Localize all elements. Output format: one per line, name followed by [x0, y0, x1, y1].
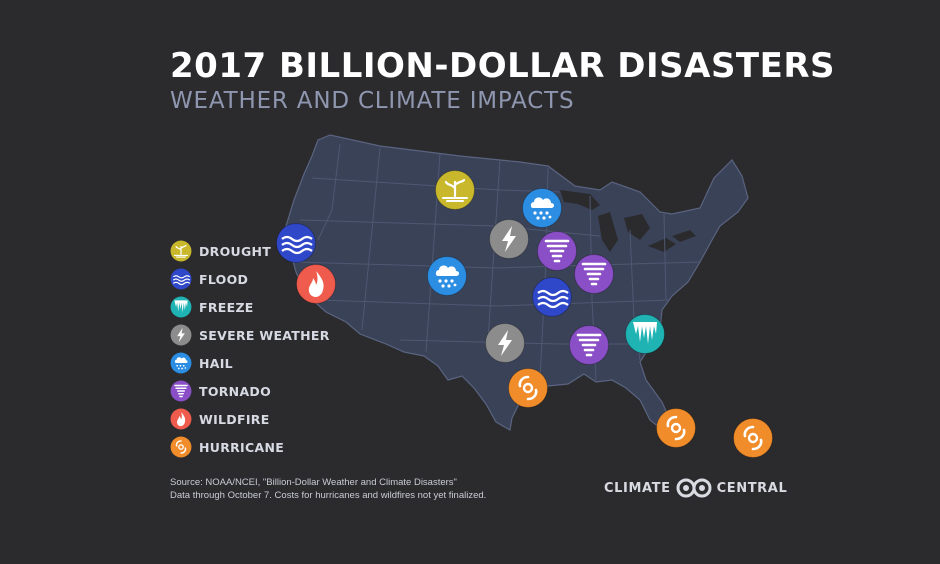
event-marker-flood-missouri	[532, 277, 572, 317]
brand-left-text: CLIMATE	[604, 480, 671, 496]
hail-icon	[170, 352, 192, 374]
event-marker-hurricane-florida	[656, 408, 696, 448]
legend-label: FREEZE	[199, 299, 254, 315]
event-marker-hail-minnesota	[522, 188, 562, 228]
legend-label: WILDFIRE	[199, 411, 270, 427]
freeze-icon	[170, 296, 192, 318]
legend-label: TORNADO	[199, 383, 272, 399]
event-marker-hurricane-texas	[508, 368, 548, 408]
event-marker-tornado-iowa	[537, 231, 577, 271]
event-markers	[276, 170, 773, 458]
page-subtitle: WEATHER AND CLIMATE IMPACTS	[170, 88, 575, 114]
flood-icon	[170, 268, 192, 290]
legend-item-wildfire: WILDFIRE	[170, 405, 330, 433]
page-title: 2017 BILLION-DOLLAR DISASTERS	[170, 46, 836, 86]
legend: DROUGHT FLOOD FREEZE SEVERE WEATHER HAIL TORN…	[170, 237, 330, 461]
fire-icon	[170, 408, 192, 430]
climate-central-logo-icon	[676, 478, 712, 498]
legend-item-hurricane: HURRICANE	[170, 433, 330, 461]
event-marker-drought-northern-plains	[435, 170, 475, 210]
source-line: Data through October 7. Costs for hurric…	[170, 490, 487, 501]
legend-item-hail: HAIL	[170, 349, 330, 377]
event-marker-freeze-southeast	[625, 314, 665, 354]
legend-item-flood: FLOOD	[170, 265, 330, 293]
tornado-icon	[170, 380, 192, 402]
event-marker-wildfire-california	[296, 264, 336, 304]
drought-icon	[170, 240, 192, 262]
event-marker-severe-nebraska	[489, 219, 529, 259]
lightning-icon	[170, 324, 192, 346]
event-marker-tornado-alabama	[569, 325, 609, 365]
legend-label: FLOOD	[199, 271, 249, 287]
event-marker-severe-texas	[485, 323, 525, 363]
legend-label: HAIL	[199, 355, 233, 371]
legend-item-freeze: FREEZE	[170, 293, 330, 321]
us-landmass	[285, 134, 749, 431]
legend-item-severe: SEVERE WEATHER	[170, 321, 330, 349]
source-line: Source: NOAA/NCEI, "Billion-Dollar Weath…	[170, 477, 457, 488]
event-marker-tornado-indiana	[574, 254, 614, 294]
brand-right-text: CENTRAL	[716, 480, 788, 496]
legend-label: SEVERE WEATHER	[199, 327, 330, 343]
event-marker-hurricane-puerto-rico	[733, 418, 773, 458]
legend-label: DROUGHT	[199, 243, 272, 259]
legend-item-tornado: TORNADO	[170, 377, 330, 405]
legend-item-drought: DROUGHT	[170, 237, 330, 265]
great-lakes	[560, 190, 696, 252]
event-marker-flood-california	[276, 223, 316, 263]
source-note: Source: NOAA/NCEI, "Billion-Dollar Weath…	[170, 476, 486, 502]
hurricane-icon	[170, 436, 192, 458]
climate-central-logo: CLIMATE CENTRAL	[604, 478, 787, 498]
legend-label: HURRICANE	[199, 439, 285, 455]
event-marker-hail-colorado	[427, 256, 467, 296]
